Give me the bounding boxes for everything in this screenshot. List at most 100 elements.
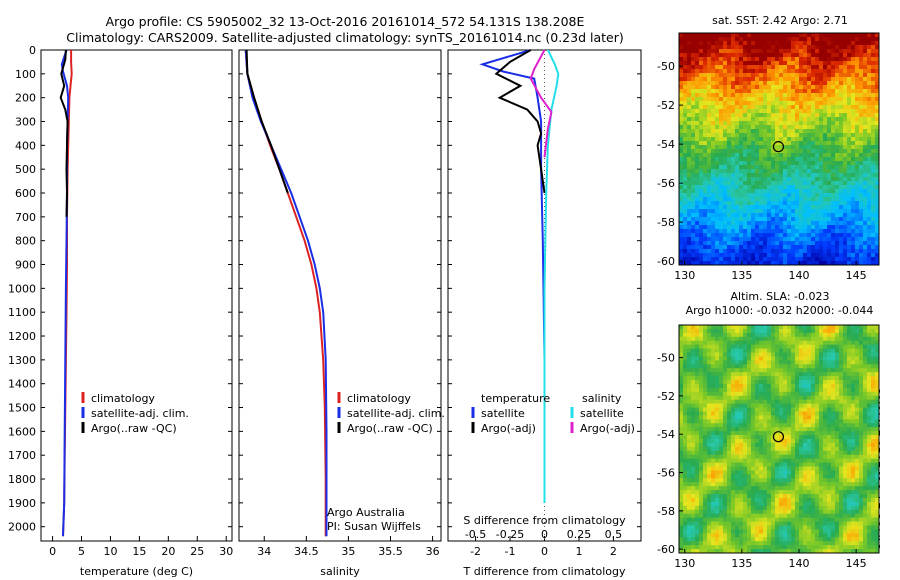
heatmap-cell [799,466,804,471]
heatmap-cell [863,383,868,389]
heatmap-cell [699,360,704,365]
heatmap-cell [819,383,824,389]
heatmap-cell [699,105,704,110]
heatmap-cell [847,133,852,138]
heatmap-cell [767,201,772,206]
heatmap-cell [763,69,768,74]
heatmap-cell [835,201,840,206]
heatmap-cell [831,189,836,194]
heatmap-cell [859,423,864,428]
heatmap-cell [771,49,776,54]
heatmap-cell [751,368,756,373]
heatmap-cell [791,157,796,162]
heatmap-cell [871,137,876,142]
heatmap-cell [719,193,724,198]
heatmap-cell [855,165,860,170]
heatmap-cell [691,109,696,114]
heatmap-cell [723,97,728,102]
heatmap-cell [703,245,708,250]
heatmap-cell [815,395,820,401]
heatmap-cell [855,344,860,349]
heatmap-cell [867,197,872,202]
chart-title-line2: Climatology: CARS2009. Satellite-adjuste… [66,30,624,45]
heatmap-cell [727,169,732,174]
heatmap-cell [703,454,708,460]
heatmap-cell [751,113,756,118]
heatmap-cell [755,177,760,182]
heatmap-cell [731,73,736,78]
heatmap-cell [835,380,840,385]
heatmap-cell [839,177,844,182]
heatmap-cell [703,340,708,346]
heatmap-cell [755,399,760,405]
heatmap-cell [799,340,804,346]
heatmap-cell [791,177,796,182]
heatmap-cell [707,77,712,82]
heatmap-cell [747,360,752,365]
heatmap-cell [719,454,724,460]
heatmap-cell [787,113,792,118]
heatmap-cell [859,181,864,186]
heatmap-cell [803,105,808,110]
heatmap-cell [823,454,828,460]
heatmap-cell [851,391,856,397]
heatmap-cell [799,149,804,154]
heatmap-cell [727,109,732,114]
heatmap-cell [871,427,876,432]
heatmap-cell [847,57,852,62]
heatmap-cell [751,380,756,385]
heatmap-cell [683,387,688,393]
heatmap-cell [739,241,744,246]
heatmap-cell [799,372,804,377]
heatmap-cell [687,221,692,226]
heatmap-cell [751,253,756,258]
heatmap-cell [679,439,684,444]
heatmap-cell [791,462,796,467]
heatmap-cell [871,450,876,456]
heatmap-cell [743,368,748,373]
heatmap-cell [767,157,772,162]
heatmap-cell [775,57,780,62]
heatmap-cell [823,33,828,38]
heatmap-cell [747,133,752,138]
heatmap-cell [711,133,716,138]
heatmap-cell [731,431,736,436]
heatmap-cell [851,193,856,198]
heatmap-cell [819,65,824,70]
heatmap-cell [703,93,708,98]
heatmap-cell [699,241,704,246]
heatmap-cell [863,348,868,353]
heatmap-cell [847,407,852,412]
heatmap-cell [783,356,788,361]
heatmap-cell [819,352,824,357]
heatmap-cell [731,57,736,62]
series-line-difference [543,49,560,503]
heatmap-cell [843,439,848,444]
heatmap-cell [691,137,696,142]
heatmap-cell [691,225,696,230]
heatmap-cell [851,229,856,234]
heatmap-cell [859,185,864,190]
heatmap-cell [751,97,756,102]
heatmap-cell [683,181,688,186]
heatmap-cell [703,41,708,46]
heatmap-cell [699,352,704,357]
heatmap-cell [743,181,748,186]
heatmap-cell [715,364,720,369]
heatmap-cell [731,197,736,202]
heatmap-cell [835,169,840,174]
heatmap-cell [867,427,872,432]
heatmap-cell [751,189,756,194]
heatmap-cell [859,37,864,42]
heatmap-cell [731,340,736,346]
heatmap-cell [859,201,864,206]
heatmap-cell [759,197,764,202]
heatmap-cell [727,61,732,66]
heatmap-cell [767,145,772,150]
heatmap-cell [823,411,828,416]
heatmap-cell [679,257,684,262]
heatmap-cell [823,360,828,365]
heatmap-cell [819,117,824,122]
heatmap-cell [695,205,700,210]
heatmap-cell [683,435,688,440]
